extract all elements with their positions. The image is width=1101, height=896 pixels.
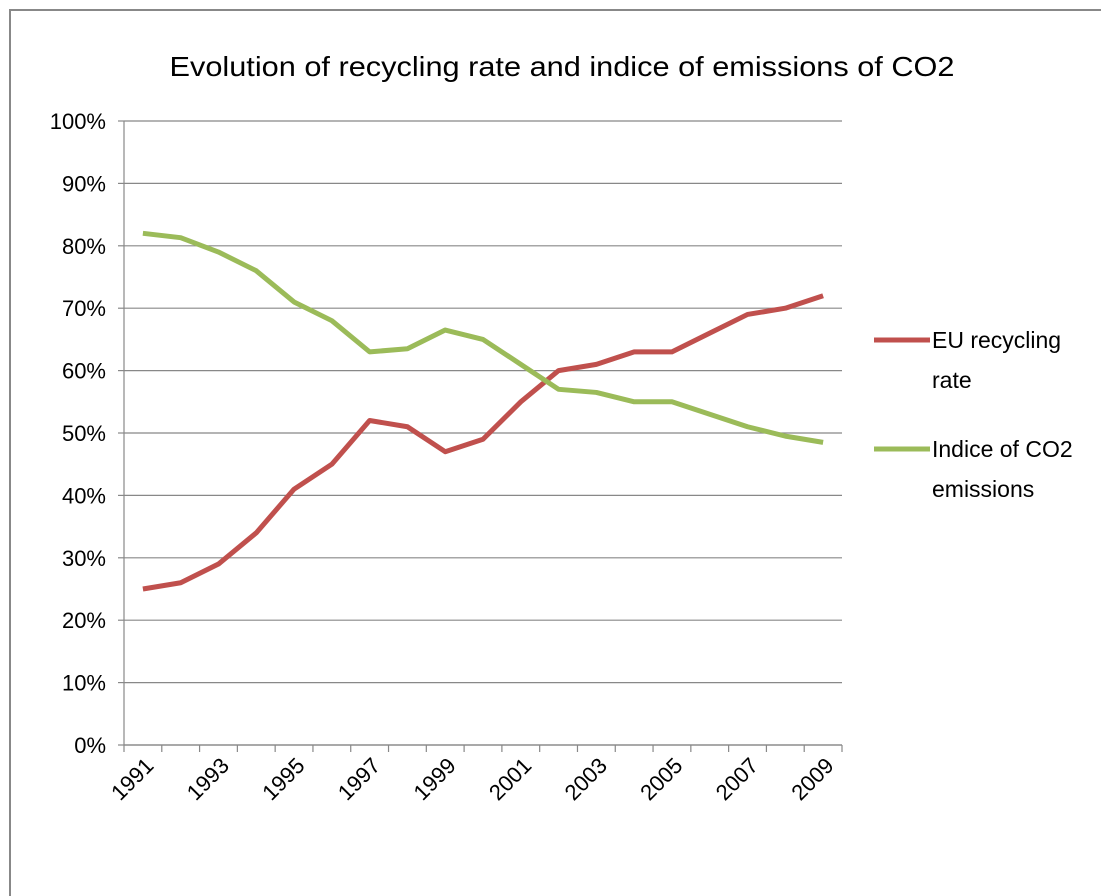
- chart-frame: [9, 9, 1101, 896]
- y-tick-label: 40%: [62, 483, 106, 508]
- x-tick-label: 2009: [786, 753, 838, 805]
- x-tick-label: 2005: [635, 753, 687, 805]
- chart-title: Evolution of recycling rate and indice o…: [170, 51, 955, 82]
- y-tick-label: 60%: [62, 359, 106, 384]
- y-tick-label: 100%: [50, 109, 106, 134]
- y-tick-label: 10%: [62, 671, 106, 696]
- x-tick-label: 1997: [333, 753, 385, 805]
- x-tick-label: 2007: [711, 753, 763, 805]
- series-line: [142, 230, 824, 445]
- y-tick-label: 30%: [62, 546, 106, 571]
- x-tick-label: 2001: [484, 753, 536, 805]
- x-tick-label: 1999: [408, 753, 460, 805]
- y-tick-label: 0%: [74, 733, 106, 758]
- y-tick-label: 20%: [62, 608, 106, 633]
- x-tick-label: 1995: [257, 753, 309, 805]
- legend-label: Indice of CO2 emissions: [932, 436, 1073, 502]
- x-tick-label: 1993: [182, 753, 234, 805]
- legend-label: EU recycling rate: [932, 327, 1062, 393]
- series-line: [142, 293, 824, 592]
- y-tick-label: 50%: [62, 421, 106, 446]
- y-tick-label: 80%: [62, 234, 106, 259]
- x-tick-label: 1991: [106, 753, 158, 805]
- y-tick-label: 70%: [62, 296, 106, 321]
- y-tick-label: 90%: [62, 171, 106, 196]
- x-tick-label: 2003: [560, 753, 612, 805]
